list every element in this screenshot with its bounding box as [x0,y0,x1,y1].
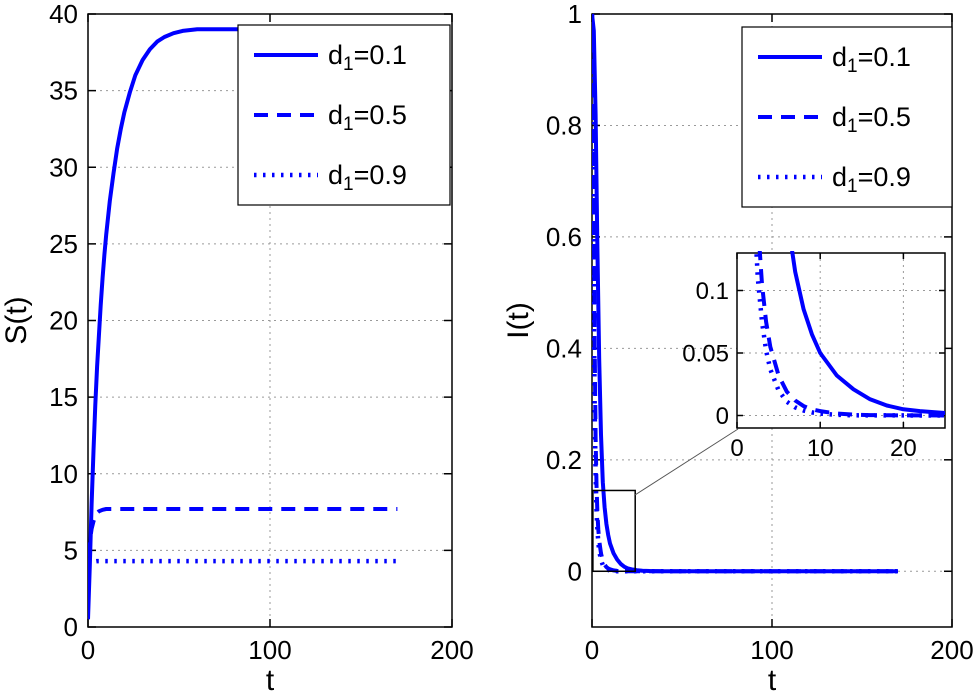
right-legend-label: d1=0.5 [832,102,911,137]
left-y-tick-label: 5 [64,535,78,565]
left-y-tick-label: 40 [49,0,78,29]
right-x-tick-label: 0 [585,635,599,665]
right-y-tick-label: 0.6 [546,222,582,252]
right-inset-x-tick-label: 20 [890,435,917,462]
right-inset-series-line-d10.1 [790,251,945,416]
right-x-tick-label: 100 [750,635,793,665]
right-inset-y-tick-label: 0 [716,403,729,430]
right-inset-series-line-d10.9 [754,251,945,418]
right-y-tick-label: 1 [568,0,582,29]
left-series-line-d10.9 [88,558,398,567]
right-y-tick-label: 0.8 [546,111,582,141]
left-y-tick-label: 10 [49,459,78,489]
left-series-line-d10.5 [88,507,398,557]
right-inset-x-tick-label: 0 [730,435,743,462]
right-zoom-connector-line [634,428,739,496]
right-y-tick-label: 0.2 [546,445,582,475]
right-series-line-d10.1 [592,13,898,574]
right-inset-series-line-d10.5 [757,251,945,418]
left-y-tick-label: 0 [64,612,78,642]
left-x-tick-label: 100 [248,635,291,665]
right-legend-label: d1=0.9 [832,162,911,197]
right-inset-y-tick-label: 0.05 [682,340,729,367]
right-zoom-rect [592,489,636,573]
right-y-tick-label: 0 [568,556,582,586]
left-y-tick-label: 15 [49,382,78,412]
left-y-tick-label: 30 [49,152,78,182]
left-y-axis-label: S(t) [0,296,33,344]
right-x-axis-label: t [768,664,777,697]
left-legend-label: d1=0.9 [328,160,407,195]
left-legend-label: d1=0.5 [328,100,407,135]
right-y-tick-label: 0.4 [546,333,582,363]
left-x-tick-label: 0 [81,635,95,665]
left-y-tick-label: 25 [49,229,78,259]
right-legend-label: d1=0.1 [832,42,911,77]
right-inset-y-tick-label: 0.1 [696,278,729,305]
left-x-tick-label: 200 [430,635,473,665]
left-y-tick-label: 35 [49,76,78,106]
right-series-line-d10.5 [592,13,898,574]
right-inset-plot-background [737,253,945,428]
left-y-tick-label: 20 [49,306,78,336]
right-inset-x-tick-label: 10 [807,435,834,462]
right-y-axis-label: I(t) [502,302,535,339]
left-legend-label: d1=0.1 [328,40,407,75]
right-x-tick-label: 200 [930,635,973,665]
right-inset-axes-box [736,252,946,429]
left-x-axis-label: t [266,664,275,697]
